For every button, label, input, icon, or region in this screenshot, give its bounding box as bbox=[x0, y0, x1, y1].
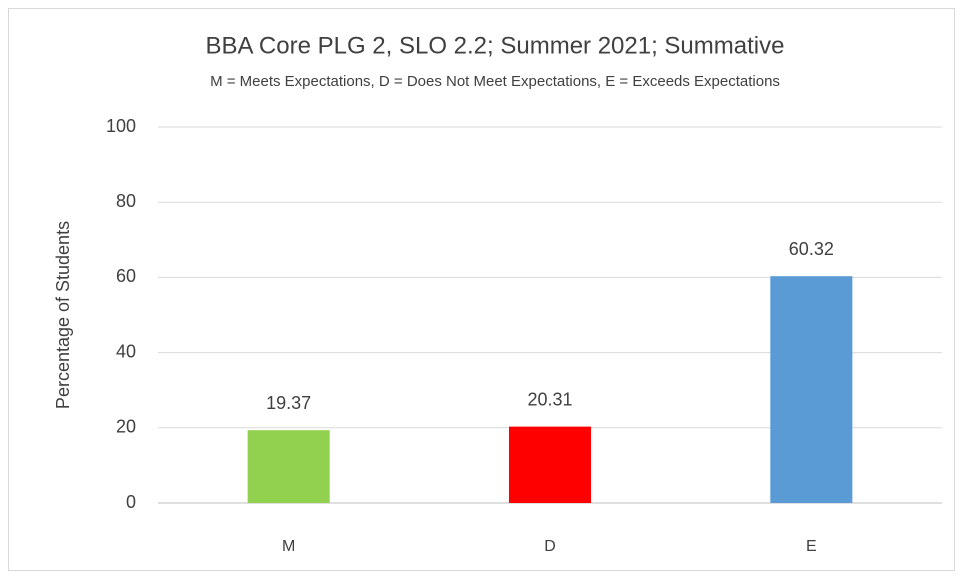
x-tick-label: M bbox=[282, 538, 295, 555]
bar bbox=[508, 426, 592, 503]
y-tick-label: 0 bbox=[126, 492, 136, 512]
data-label: 19.37 bbox=[266, 393, 311, 413]
x-tick-label: E bbox=[806, 538, 817, 555]
y-tick-label: 20 bbox=[116, 417, 136, 437]
chart-subtitle: M = Meets Expectations, D = Does Not Mee… bbox=[210, 73, 780, 90]
y-tick-label: 80 bbox=[116, 191, 136, 211]
y-tick-label: 60 bbox=[116, 266, 136, 286]
chart-title: BBA Core PLG 2, SLO 2.2; Summer 2021; Su… bbox=[206, 32, 785, 59]
x-tick-label: D bbox=[544, 538, 556, 555]
data-label: 20.31 bbox=[527, 389, 572, 409]
y-tick-label: 40 bbox=[116, 341, 136, 361]
y-axis-label: Percentage of Students bbox=[53, 221, 73, 409]
bar bbox=[770, 276, 853, 503]
data-label: 60.32 bbox=[789, 239, 834, 259]
y-tick-label: 100 bbox=[106, 116, 136, 136]
bar bbox=[247, 430, 330, 503]
